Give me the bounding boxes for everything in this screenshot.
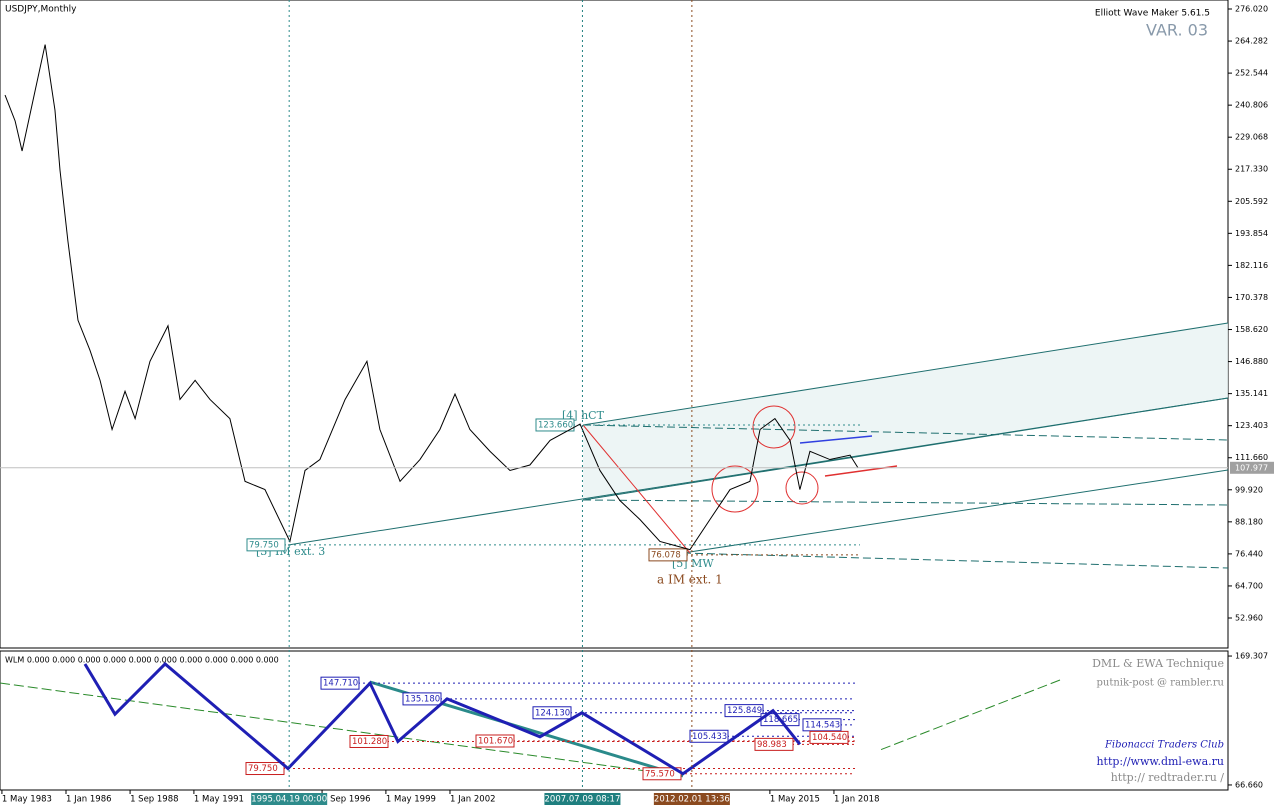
level-label: 75.570 — [645, 769, 675, 779]
chart-title: USDJPY,Monthly — [5, 5, 77, 15]
indicator-panel — [0, 650, 1229, 791]
price-line — [4, 44, 859, 551]
level-label: 101.670 — [478, 736, 513, 746]
main-panel — [0, 0, 1229, 649]
level-label: 125.849 — [727, 706, 762, 716]
y-tick-label: 229.068 — [1235, 133, 1268, 142]
x-tick-label: 1 Jan 1986 — [66, 795, 112, 805]
level-box — [320, 676, 360, 690]
y-tick-label: 111.660 — [1235, 453, 1268, 462]
time-marker-label: 1995.04.19 00:00 — [251, 795, 327, 805]
channel-line — [287, 397, 1229, 546]
y-tick-label: 276.020 — [1235, 5, 1268, 14]
wave-line — [83, 661, 802, 776]
channel-line — [682, 552, 1229, 569]
level-label: 104.540 — [812, 733, 847, 743]
x-tick-label: 1 May 1983 — [2, 795, 52, 805]
time-marker-box — [653, 793, 730, 805]
x-tick-label: 1 May 2015 — [770, 795, 820, 805]
y-tick-label: 123.403 — [1235, 421, 1268, 430]
level-box — [535, 418, 575, 432]
y-tick-label: 240.806 — [1235, 101, 1268, 110]
highlight-circle — [711, 465, 759, 513]
credit: DML & EWA Technique — [1092, 657, 1224, 670]
time-marker-label: 2012.02.01 13:36 — [654, 795, 730, 805]
y-tick-label: 217.330 — [1235, 165, 1268, 174]
level-label: 79.750 — [248, 764, 278, 774]
level-box — [475, 734, 515, 748]
level-box — [648, 548, 688, 562]
y-tick-label: 252.544 — [1235, 69, 1268, 78]
y-tick-label: 170.378 — [1235, 293, 1268, 302]
wave-label: a IM ext. 1 — [657, 573, 723, 587]
y-tick-label: 193.854 — [1235, 229, 1268, 238]
trend-line — [0, 682, 684, 777]
y-tick-label: 146.880 — [1235, 357, 1268, 366]
highlight-circle — [752, 405, 796, 449]
app-name: Elliott Wave Maker 5.61.5 — [1095, 9, 1210, 19]
level-box — [802, 718, 842, 732]
trend-line — [879, 679, 1061, 751]
level-label: 124.130 — [535, 708, 570, 718]
level-label: 114.543 — [805, 720, 840, 730]
level-label: 101.280 — [352, 737, 387, 747]
time-marker-box — [544, 793, 621, 805]
y-tick-label: 66.660 — [1235, 780, 1263, 789]
credit: Fibonacci Traders Club — [1104, 740, 1224, 751]
indicator-title: WLM 0.000 0.000 0.000 0.000 0.000 0.000 … — [5, 656, 279, 665]
y-tick-label: 99.920 — [1235, 485, 1263, 494]
credit: putnik-post @ rambler.ru — [1096, 678, 1224, 689]
level-label: 147.710 — [323, 679, 358, 689]
credit: http:// redtrader.ru / — [1111, 771, 1225, 784]
level-box — [754, 737, 794, 751]
current-price-label: 107.977 — [1235, 463, 1268, 472]
x-tick-label: 1 May 1999 — [386, 795, 436, 805]
y-tick-label: 76.440 — [1235, 549, 1263, 558]
highlight-circle — [785, 471, 819, 505]
y-tick-label: 169.307 — [1235, 652, 1268, 661]
credit: http://www.dml-ewa.ru — [1096, 755, 1224, 768]
x-tick-label: 1 Sep 1996 — [322, 795, 370, 805]
level-label: 79.750 — [249, 540, 279, 550]
x-tick-label: 1 Sep 1988 — [130, 795, 178, 805]
x-tick-label: 1 Jan 2002 — [450, 795, 496, 805]
y-tick-label: 52.960 — [1235, 613, 1263, 622]
level-label: 105.433 — [692, 732, 727, 742]
variant: VAR. 03 — [1146, 21, 1208, 40]
x-tick-label: 1 May 1991 — [194, 795, 244, 805]
level-box — [349, 734, 389, 748]
channel-fill — [583, 323, 1228, 500]
level-box — [689, 729, 729, 743]
y-tick-label: 182.116 — [1235, 261, 1268, 270]
y-tick-label: 88.180 — [1235, 517, 1263, 526]
level-box — [532, 706, 572, 720]
level-box — [809, 730, 849, 744]
time-marker-label: 2007.07.09 08:17 — [545, 795, 621, 805]
level-label: 123.660 — [538, 420, 573, 430]
level-box — [245, 762, 285, 776]
level-label: 98.983 — [757, 740, 787, 750]
current-price-box — [1230, 461, 1274, 474]
wave-line — [582, 424, 691, 554]
level-label: 76.078 — [651, 550, 681, 560]
y-tick-label: 135.141 — [1235, 389, 1268, 398]
time-marker-box — [251, 793, 328, 805]
y-tick-label: 64.700 — [1235, 581, 1263, 590]
level-label: 135.180 — [405, 694, 440, 704]
y-tick-label: 264.282 — [1235, 37, 1268, 46]
level-box — [724, 704, 764, 718]
wave-line — [799, 435, 873, 444]
level-box — [246, 538, 286, 552]
y-tick-label: 205.592 — [1235, 197, 1268, 206]
level-box — [402, 692, 442, 706]
channel-line — [682, 469, 1229, 554]
y-tick-label: 158.620 — [1235, 325, 1268, 334]
channel-line — [582, 322, 1229, 426]
x-tick-label: 1 Jan 2018 — [834, 795, 880, 805]
